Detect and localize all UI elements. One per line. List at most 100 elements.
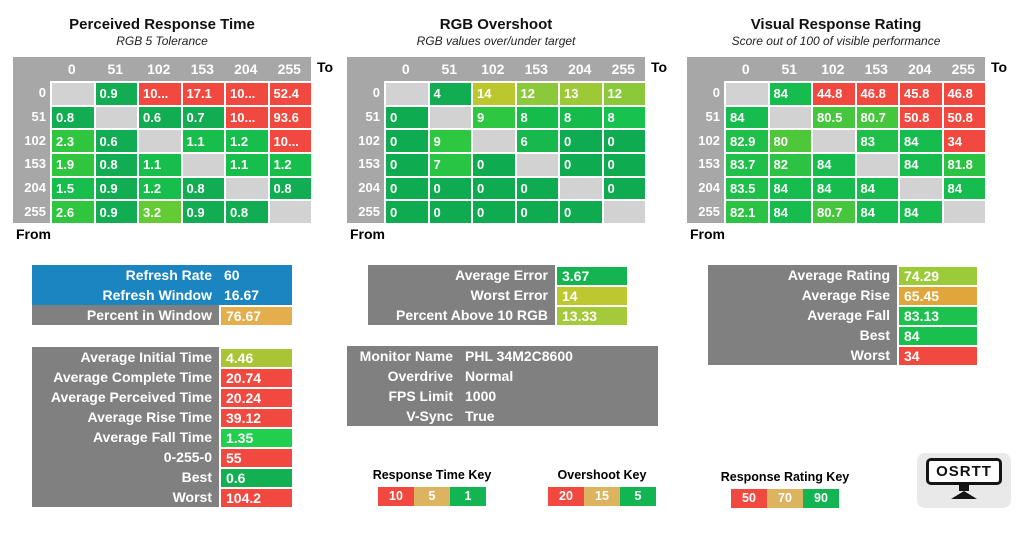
row-header: 102: [358, 132, 380, 148]
heatmap-cell: 2.6: [52, 201, 94, 223]
heatmap-cell: 0: [473, 201, 515, 223]
stat-value: 84: [897, 325, 977, 345]
stat-value: Normal: [460, 366, 658, 386]
stat-row: Average Rise 65.45: [708, 285, 977, 305]
row-header: 0: [38, 85, 46, 101]
stat-label: Monitor Name: [347, 346, 460, 366]
col-header: 102: [147, 61, 171, 77]
heatmap-cell-blank: [726, 83, 768, 105]
stat-value: 14: [555, 285, 627, 305]
heatmap-cell: 10...: [226, 106, 268, 129]
stat-row: Refresh Window 16.67: [32, 285, 292, 305]
row-header: 102: [698, 132, 720, 148]
key-bar: 50 70 90: [719, 489, 851, 508]
heatmap-cell: 0: [386, 153, 428, 176]
table-title: RGB Overshoot: [439, 16, 553, 33]
heatmap-cell: 83.5: [726, 177, 768, 200]
table-subtitle: Score out of 100 of visible performance: [731, 34, 941, 48]
heatmap-cell: 0.7: [182, 106, 224, 129]
stat-label: Worst: [32, 487, 219, 507]
heatmap-cell-blank: [769, 106, 811, 129]
stat-value: 83.13: [897, 305, 977, 325]
key-title: Response Time Key: [372, 468, 492, 482]
heatmap-cell: 1.1: [226, 153, 268, 176]
stat-label: Percent Above 10 RGB: [368, 305, 555, 325]
heatmap-cell: 84: [813, 153, 855, 176]
stat-row: Percent in Window 76.67: [32, 305, 292, 325]
heatmap-cell: 0.8: [95, 153, 137, 176]
heatmap-cell: 0: [516, 201, 558, 223]
stat-value: 65.45: [897, 285, 977, 305]
heatmap-cell: 80.7: [813, 201, 855, 223]
heatmap-cell: 84: [900, 153, 942, 176]
heatmap-cell: 46.8: [856, 83, 898, 105]
heatmap-cell: 0.9: [182, 201, 224, 223]
heatmap-cell: 3.2: [139, 201, 181, 223]
row-header: 204: [698, 179, 720, 195]
row-header: 255: [24, 203, 46, 219]
heatmap-cell: 34: [943, 130, 985, 152]
stat-label: Average Rise Time: [32, 407, 219, 427]
row-header: 153: [24, 156, 46, 172]
stat-row: 0-255-0 55: [32, 447, 292, 467]
key-response-time: Response Time Key 10 5 1: [366, 467, 498, 506]
stat-value: 60: [219, 265, 292, 285]
col-header: 51: [781, 61, 798, 77]
heatmap-cell-blank: [52, 83, 94, 105]
col-header: 204: [568, 61, 592, 77]
heatmap-cell: 52.4: [269, 83, 311, 105]
col-header: 51: [441, 61, 458, 77]
row-headers: 0 51 102 153 204 255: [347, 81, 384, 223]
heatmap-cell: 1.5: [52, 177, 94, 200]
heatmap-cell-blank: [560, 177, 602, 200]
stat-value: 39.12: [219, 407, 292, 427]
heatmap-cell: 81.8: [943, 153, 985, 176]
heatmap-cell: 84: [769, 83, 811, 105]
stat-label: Average Rise: [708, 285, 897, 305]
heatmap-cell: 80.5: [813, 106, 855, 129]
stat-label: V-Sync: [347, 406, 460, 426]
panel-refresh-stats: Refresh Rate 60 Refresh Window 16.67 Percent…: [32, 265, 292, 325]
stat-value: 20.74: [219, 367, 292, 387]
row-headers: 0 51 102 153 204 255: [687, 81, 724, 223]
stat-value: 55: [219, 447, 292, 467]
stat-value: 76.67: [219, 305, 292, 325]
heatmap-cell: 14: [473, 83, 515, 105]
heatmap-cell: 0: [560, 201, 602, 223]
heatmap-cell: 0: [386, 177, 428, 200]
col-header: 255: [951, 61, 975, 77]
heatmap-cell: 45.8: [900, 83, 942, 105]
heatmap-cell: 17.1: [182, 83, 224, 105]
stat-label: Best: [708, 325, 897, 345]
heatmap-cell-blank: [429, 106, 471, 129]
table-subtitle: RGB values over/under target: [416, 34, 576, 48]
heatmap-cell: 12: [603, 83, 645, 105]
heatmap-cell: 9: [429, 130, 471, 152]
col-header: 153: [864, 61, 888, 77]
stat-label: Overdrive: [347, 366, 460, 386]
heatmap-cell: 0.8: [182, 177, 224, 200]
row-header: 51: [31, 108, 46, 124]
heatmap-cell: 8: [516, 106, 558, 129]
heatmap-cell: 7: [429, 153, 471, 176]
heatmap-cell: 1.9: [52, 153, 94, 176]
to-axis-label: To: [991, 59, 1008, 75]
heatmap-cell: 0: [429, 201, 471, 223]
stat-label: Best: [32, 467, 219, 487]
heatmap-cell: 1.2: [139, 177, 181, 200]
key-title: Overshoot Key: [557, 468, 647, 482]
heatmap-cell: 8: [603, 106, 645, 129]
key-threshold-cell: 90: [803, 489, 839, 508]
heatmap-cell: 0: [386, 106, 428, 129]
heatmap-cell: 0: [603, 177, 645, 200]
heatmap-cell: 84: [769, 201, 811, 223]
stat-label: Average Error: [368, 265, 555, 285]
row-header: 204: [24, 179, 46, 195]
heatmap-cell: 82.9: [726, 130, 768, 152]
heatmap-cell: 82: [769, 153, 811, 176]
heatmap-cell: 10...: [226, 83, 268, 105]
heatmap-cell: 93.6: [269, 106, 311, 129]
heatmap-cell: 10...: [269, 130, 311, 152]
row-header: 153: [358, 156, 380, 172]
table-subtitle: RGB 5 Tolerance: [116, 34, 208, 48]
